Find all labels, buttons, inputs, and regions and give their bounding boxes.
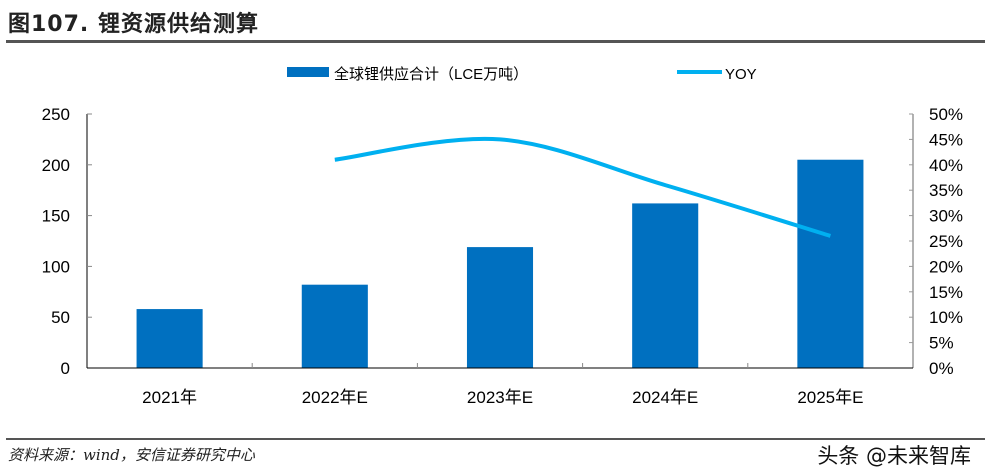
right-axis-tick-label: 5% — [929, 334, 954, 353]
right-axis-tick-label: 0% — [929, 359, 954, 378]
left-axis-tick-label: 100 — [42, 257, 70, 276]
bar — [632, 203, 699, 368]
legend-bar-label: 全球锂供应合计（LCE万吨） — [334, 65, 528, 83]
footer-divider — [6, 438, 985, 440]
left-axis-tick-label: 250 — [42, 105, 70, 124]
watermark: 头条 @未来智库 — [817, 444, 971, 468]
left-axis-tick-label: 200 — [42, 156, 70, 175]
right-axis-tick-label: 40% — [929, 156, 963, 175]
x-axis-tick-label: 2022年E — [302, 388, 368, 407]
right-axis-tick-label: 20% — [929, 257, 963, 276]
right-axis-tick-label: 35% — [929, 181, 963, 200]
figure-title: 图107. 锂资源供给测算 — [8, 12, 259, 37]
right-axis-tick-label: 10% — [929, 308, 963, 327]
chart: 全球锂供应合计（LCE万吨） YOY 0 50 100 150 200 250 0% 5% 1… — [42, 65, 963, 407]
x-axis-tick-label: 2024年E — [632, 388, 698, 407]
left-axis: 0 50 100 150 200 250 — [42, 105, 92, 378]
legend-bar-swatch — [287, 67, 329, 77]
right-axis-tick-label: 15% — [929, 283, 963, 302]
bar — [136, 309, 203, 368]
bar — [797, 159, 864, 368]
right-axis-tick-label: 50% — [929, 105, 963, 124]
bar — [466, 247, 534, 368]
x-axis-tick-label: 2021年 — [142, 388, 197, 407]
right-axis: 0% 5% 10% 15% 20% 25% 30% 35% 40% 45% 50% — [909, 105, 963, 378]
left-axis-tick-label: 50 — [51, 308, 70, 327]
left-axis-tick-label: 0 — [61, 359, 70, 378]
right-axis-tick-label: 25% — [929, 232, 963, 251]
right-axis-tick-label: 45% — [929, 130, 963, 149]
yoy-line — [334, 136, 831, 238]
bar — [301, 284, 368, 368]
source-note: 资料来源：wind，安信证券研究中心 — [8, 446, 255, 464]
bars — [136, 159, 864, 368]
x-axis-tick-label: 2025年E — [797, 388, 863, 407]
left-axis-tick-label: 150 — [42, 207, 70, 226]
right-axis-tick-label: 30% — [929, 207, 963, 226]
x-axis: 2021年 2022年E 2023年E 2024年E 2025年E — [87, 363, 913, 407]
legend: 全球锂供应合计（LCE万吨） YOY — [287, 65, 757, 83]
yoy-line-series — [334, 136, 831, 238]
x-axis-tick-label: 2023年E — [467, 388, 533, 407]
legend-line-label: YOY — [725, 66, 757, 83]
title-divider — [6, 40, 985, 43]
